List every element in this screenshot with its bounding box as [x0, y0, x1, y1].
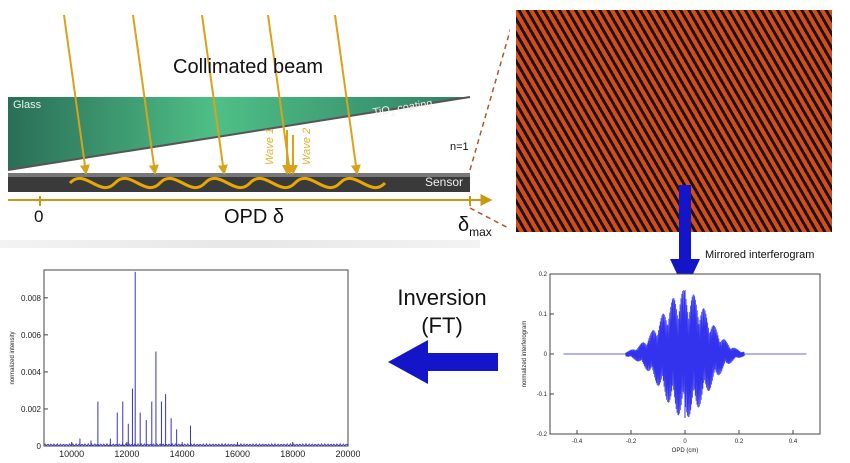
y-axis-label: normalized intensity — [10, 331, 16, 384]
x-tick-label: 12000 — [114, 449, 139, 459]
caption-remnant — [0, 240, 480, 248]
spectrum-chart: 10000 12000 14000 16000 18000 20000 0 0.002 0.00… — [10, 269, 360, 459]
ray — [63, 14, 90, 175]
interferometer-schematic — [7, 14, 510, 230]
collimated-beam-title: Collimated beam — [173, 56, 324, 78]
ray — [201, 14, 228, 175]
plot-frame — [43, 269, 349, 447]
x-tick-label: 0.4 — [789, 439, 798, 445]
y-tick-label: 0.2 — [539, 272, 548, 278]
x-tick-label: -0.2 — [626, 439, 637, 445]
refractive-index-label: n=1 — [450, 141, 469, 153]
tio2-coating-line — [7, 96, 471, 171]
y-tick-label: 0.008 — [21, 294, 42, 303]
x-tick-label: 16000 — [225, 449, 250, 459]
x-tick-label: 0.2 — [735, 439, 744, 445]
opd-zero-label: 0 — [34, 207, 44, 226]
collimated-rays — [63, 14, 361, 175]
y-axis-label: normalized interferogram — [522, 321, 528, 388]
interferogram-chart: -0.4 -0.2 0 0.2 0.4 0.2 0.1 0 -0.1 -0.2 OPD (cm) no… — [522, 272, 821, 454]
opd-max-label: δmax — [458, 214, 492, 239]
y-tick-label: 0 — [37, 442, 42, 451]
y-tick-label: -0.1 — [537, 392, 548, 398]
standing-wave — [68, 176, 387, 190]
x-tick-label: 18000 — [280, 449, 305, 459]
x-tick-label: 14000 — [170, 449, 195, 459]
y-tick-label: 0.002 — [21, 405, 42, 414]
wave2-label: Wave 2 — [301, 127, 313, 165]
inversion-arrow — [388, 340, 498, 384]
glass-label: Glass — [13, 99, 42, 111]
opd-axis-label: OPD δ — [224, 206, 285, 228]
ray — [132, 14, 159, 175]
wave1-label: Wave 1 — [264, 127, 276, 165]
x-axis-label: OPD (cm) — [672, 448, 699, 454]
y-tick-label: -0.2 — [537, 432, 548, 438]
sensor-label: Sensor — [425, 175, 464, 189]
ray — [334, 14, 361, 175]
x-tick-label: 10000 — [59, 449, 84, 459]
zoom-line-top — [469, 28, 510, 171]
fringe-pattern-image — [516, 10, 832, 232]
mirrored-interferogram-label: Mirrored interferogram — [705, 249, 815, 261]
x-tick-label: 20000 — [335, 449, 360, 459]
y-tick-label: 0.1 — [539, 312, 548, 318]
inversion-label-line1: Inversion — [397, 285, 487, 310]
y-tick-label: 0.006 — [21, 331, 42, 340]
x-tick-label: 0 — [683, 439, 687, 445]
inversion-label-line2: (FT) — [421, 313, 463, 338]
spectrum-baseline — [43, 443, 349, 447]
y-tick-label: 0.004 — [21, 368, 42, 377]
y-tick-label: 0 — [544, 352, 548, 358]
x-tick-label: -0.4 — [572, 439, 583, 445]
